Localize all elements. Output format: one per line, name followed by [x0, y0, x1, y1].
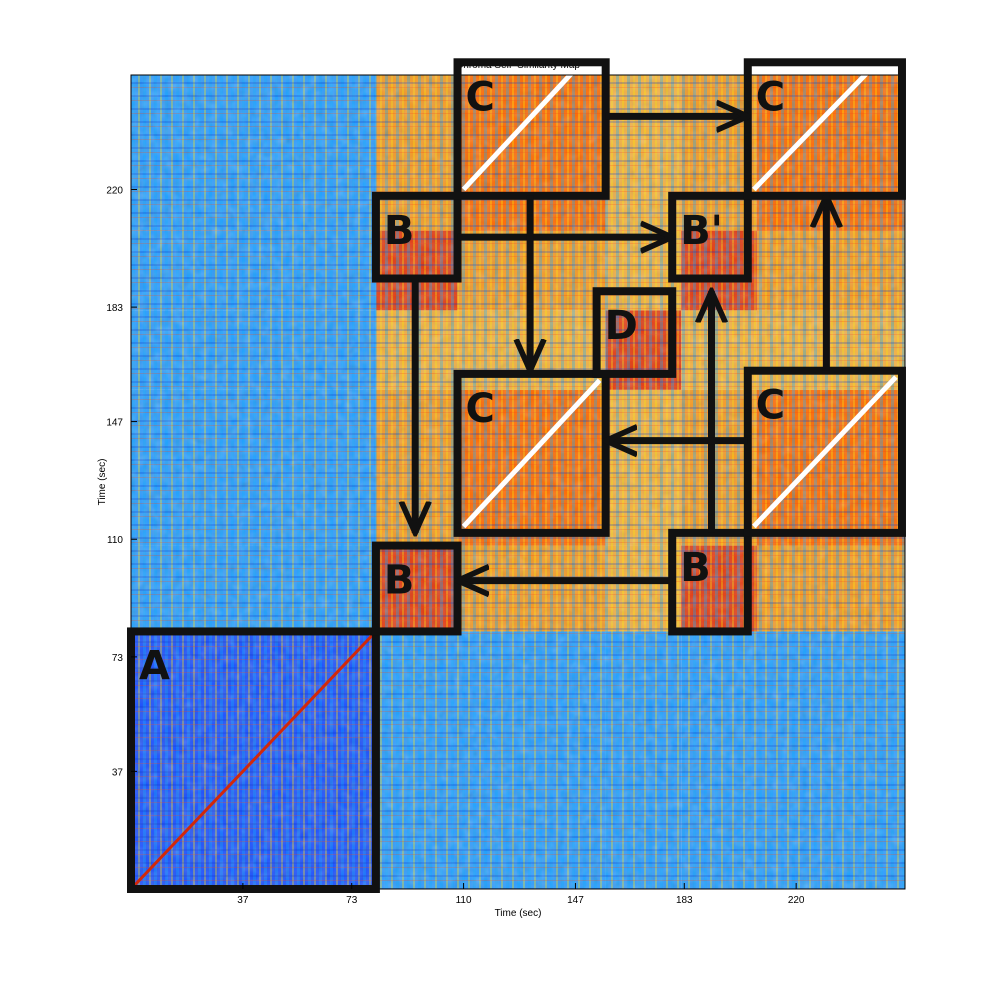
x-tick-label-1: 73 — [346, 895, 358, 906]
annotation-box-9 — [592, 287, 677, 378]
x-tick-label-4: 183 — [676, 895, 693, 906]
annotation-label-9: D — [605, 303, 638, 349]
x-axis-label: Time (sec) — [495, 908, 542, 919]
annotation-label-8: C — [756, 74, 785, 120]
y-tick-label-5: 220 — [106, 185, 123, 196]
annotation-label-7: C — [466, 74, 495, 120]
c-diagonal-2 — [461, 75, 574, 192]
annotation-label-6: C — [756, 383, 785, 429]
x-tick-label-2: 110 — [456, 895, 472, 906]
plot-area — [131, 75, 905, 889]
annotation-label-2: B — [680, 545, 711, 591]
c-diagonal-0 — [461, 378, 602, 529]
x-tick-label-5: 220 — [788, 895, 805, 906]
annotation-label-4: B' — [680, 208, 723, 254]
diagonal-lines — [131, 75, 898, 889]
x-axis-ticks: 37 73 110 147 183 220 — [237, 883, 805, 906]
y-axis-ticks: 37 73 110 147 183 220 — [106, 185, 137, 778]
y-tick-label-1: 73 — [112, 653, 124, 664]
annotation-label-3: B — [384, 208, 415, 254]
x-tick-label-0: 37 — [237, 895, 249, 906]
annotation-box-0 — [127, 627, 380, 893]
section-arrows — [415, 116, 826, 580]
y-axis-label: Time (sec) — [97, 459, 108, 506]
y-tick-label-0: 37 — [112, 767, 124, 778]
annotation-label-0: A — [139, 643, 170, 689]
y-tick-label-2: 110 — [107, 535, 123, 546]
annotation-label-1: B — [384, 558, 415, 604]
c-diagonal-1 — [752, 375, 898, 529]
main-diagonal-line — [131, 630, 377, 889]
x-tick-label-3: 147 — [567, 895, 584, 906]
c-diagonal-3 — [752, 75, 869, 192]
annotation-label-5: C — [466, 386, 495, 432]
y-tick-label-4: 183 — [106, 303, 123, 314]
y-tick-label-3: 147 — [106, 418, 123, 429]
